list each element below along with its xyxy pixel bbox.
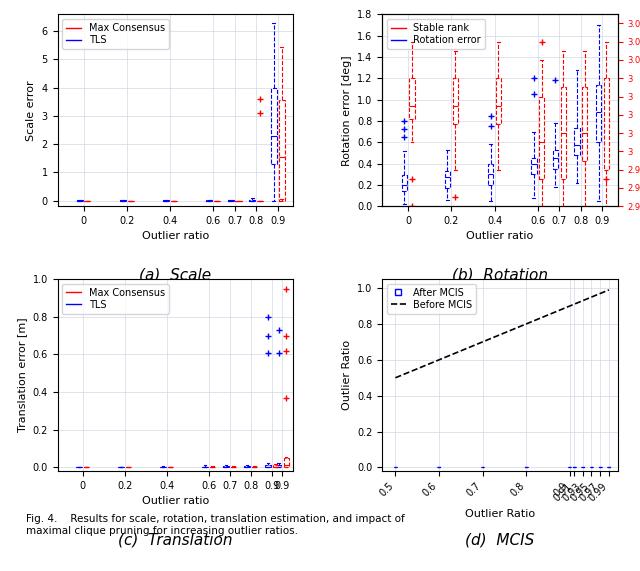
Before MCIS (392, 375, 399, 381)
PathPatch shape (271, 88, 277, 164)
PathPatch shape (496, 78, 501, 124)
Before MCIS (522, 320, 530, 327)
X-axis label: Outlier ratio: Outlier ratio (141, 496, 209, 506)
PathPatch shape (445, 171, 450, 188)
Legend: Stable rank, Rotation error: Stable rank, Rotation error (387, 19, 485, 49)
Y-axis label: Outlier Ratio: Outlier Ratio (342, 340, 351, 410)
PathPatch shape (539, 96, 544, 179)
Legend: Max Consensus, TLS: Max Consensus, TLS (63, 284, 169, 313)
PathPatch shape (596, 85, 602, 142)
Text: Fig. 4.    Results for scale, rotation, translation estimation, and impact of
ma: Fig. 4. Results for scale, rotation, tra… (26, 514, 404, 536)
X-axis label: Outlier Ratio: Outlier Ratio (465, 509, 535, 518)
Text: (b)  Rotation: (b) Rotation (452, 268, 548, 283)
PathPatch shape (604, 78, 609, 170)
Before MCIS (435, 356, 443, 363)
PathPatch shape (561, 87, 566, 179)
Text: (c)  Translation: (c) Translation (118, 533, 232, 548)
Before MCIS (566, 303, 573, 309)
PathPatch shape (278, 100, 285, 200)
Text: (d)  MCIS: (d) MCIS (465, 533, 534, 548)
PathPatch shape (582, 87, 588, 160)
Before MCIS (479, 339, 486, 345)
PathPatch shape (553, 150, 558, 169)
PathPatch shape (531, 158, 536, 174)
Y-axis label: Translation error [m]: Translation error [m] (17, 318, 27, 432)
PathPatch shape (452, 78, 458, 124)
PathPatch shape (410, 78, 415, 119)
PathPatch shape (276, 465, 281, 467)
Before MCIS (588, 293, 595, 300)
Before MCIS (579, 297, 587, 304)
Before MCIS (596, 290, 604, 297)
PathPatch shape (402, 175, 407, 191)
Before MCIS (605, 287, 612, 293)
PathPatch shape (266, 465, 271, 467)
PathPatch shape (574, 128, 580, 155)
Line: Before MCIS: Before MCIS (396, 290, 609, 378)
X-axis label: Outlier ratio: Outlier ratio (141, 231, 209, 242)
Text: (a)  Scale: (a) Scale (139, 268, 211, 283)
X-axis label: Outlier ratio: Outlier ratio (467, 231, 534, 242)
PathPatch shape (284, 458, 289, 467)
Legend: Max Consensus, TLS: Max Consensus, TLS (63, 19, 169, 49)
Y-axis label: Scale error: Scale error (26, 80, 36, 140)
Y-axis label: Rotation error [deg]: Rotation error [deg] (342, 55, 351, 166)
PathPatch shape (273, 465, 278, 467)
PathPatch shape (488, 163, 493, 185)
Before MCIS (570, 301, 578, 308)
Legend: After MCIS, Before MCIS: After MCIS, Before MCIS (387, 284, 476, 313)
